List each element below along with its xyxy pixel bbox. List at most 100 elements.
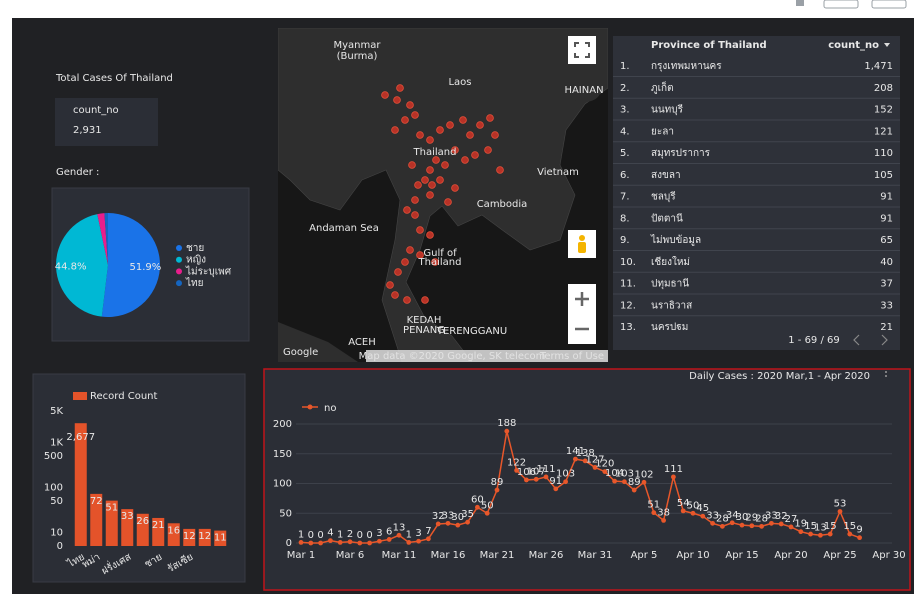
map-marker[interactable] xyxy=(436,176,444,184)
point xyxy=(759,523,764,529)
point xyxy=(475,504,480,510)
map-marker[interactable] xyxy=(436,126,444,134)
point-label: 38 xyxy=(657,507,670,518)
map-marker[interactable] xyxy=(446,121,454,129)
row-index: 4. xyxy=(620,126,630,137)
map-marker[interactable] xyxy=(381,91,389,99)
map-marker[interactable] xyxy=(408,161,416,169)
map-marker[interactable] xyxy=(461,156,469,164)
zoom-in[interactable] xyxy=(575,292,589,306)
map-marker[interactable] xyxy=(411,211,419,219)
map-marker[interactable] xyxy=(432,156,440,164)
map-marker[interactable] xyxy=(491,131,499,139)
map-marker[interactable] xyxy=(414,181,422,189)
x-tick-label: Apr 20 xyxy=(774,550,807,561)
bar xyxy=(167,523,180,546)
map-marker[interactable] xyxy=(416,226,424,234)
pagination-arrows[interactable] xyxy=(853,334,888,346)
point-label: 0 xyxy=(366,530,372,541)
map-marker[interactable] xyxy=(444,198,452,206)
map-marker[interactable] xyxy=(451,184,459,192)
map-marker[interactable] xyxy=(486,114,494,122)
y-tick-label: 50 xyxy=(279,508,292,519)
table-header[interactable]: count_no xyxy=(828,40,879,51)
province: ปัตตานี xyxy=(651,212,683,224)
map-label: Thailand xyxy=(418,257,462,268)
y-tick-label: 0 xyxy=(286,538,292,549)
map-marker[interactable] xyxy=(411,196,419,204)
x-tick-label: Mar 16 xyxy=(431,550,466,561)
map-label: Myanmar xyxy=(334,40,382,51)
fullscreen-button[interactable] xyxy=(568,36,596,64)
map-marker[interactable] xyxy=(476,121,484,129)
point-label: 0 xyxy=(357,530,363,541)
toolbar-icon[interactable] xyxy=(796,0,804,6)
map-marker[interactable] xyxy=(401,258,409,266)
map-marker[interactable] xyxy=(426,191,434,199)
menu-dot[interactable] xyxy=(885,375,887,377)
map-marker[interactable] xyxy=(441,161,449,169)
bar xyxy=(183,528,196,546)
point xyxy=(308,540,314,546)
map-marker[interactable] xyxy=(403,206,411,214)
map-marker[interactable] xyxy=(386,281,394,289)
toolbar-button[interactable] xyxy=(823,0,859,9)
sort-icon[interactable] xyxy=(884,43,890,47)
row-index: 7. xyxy=(620,192,630,203)
point xyxy=(592,465,598,470)
point xyxy=(357,540,363,546)
map-marker[interactable] xyxy=(416,131,424,139)
map-marker[interactable] xyxy=(391,291,399,299)
y-tick-label: 500 xyxy=(44,451,63,462)
map-marker[interactable] xyxy=(484,146,492,154)
map-marker[interactable] xyxy=(428,181,436,189)
point-label: 29 xyxy=(745,513,758,524)
map-marker[interactable] xyxy=(426,231,434,239)
point-label: 19 xyxy=(794,519,807,530)
map-marker[interactable] xyxy=(426,136,434,144)
map-marker[interactable] xyxy=(416,251,424,259)
map-marker[interactable] xyxy=(411,111,419,119)
pie-slice xyxy=(56,214,108,317)
map-marker[interactable] xyxy=(496,166,504,174)
map-marker[interactable] xyxy=(394,268,402,276)
point-label: 28 xyxy=(716,513,729,524)
map-marker[interactable] xyxy=(459,116,467,124)
point-label: 4 xyxy=(327,528,333,539)
point xyxy=(318,540,323,546)
row-index: 11. xyxy=(620,279,636,290)
bar xyxy=(152,517,165,546)
y-tick-label: 0 xyxy=(57,541,63,552)
map-marker[interactable] xyxy=(406,246,414,254)
point-label: 107 xyxy=(527,466,546,477)
map-marker[interactable] xyxy=(421,176,429,184)
point xyxy=(406,540,412,545)
map-label: Thailand xyxy=(413,147,457,158)
legend-swatch xyxy=(176,280,182,287)
map-marker[interactable] xyxy=(466,131,474,139)
map-marker[interactable] xyxy=(393,96,401,104)
legend-label: ไทย xyxy=(185,277,203,289)
scorecard xyxy=(55,98,158,146)
pie-label: 44.8% xyxy=(55,262,87,273)
map-marker[interactable] xyxy=(391,126,399,134)
row-index: 9. xyxy=(620,235,630,246)
map-marker[interactable] xyxy=(471,151,479,159)
menu-dot[interactable] xyxy=(885,371,887,373)
map-marker[interactable] xyxy=(396,84,404,92)
toolbar-button[interactable] xyxy=(871,0,907,9)
point-label: 28 xyxy=(755,513,768,524)
point xyxy=(455,522,461,528)
count: 65 xyxy=(880,235,893,246)
map-marker[interactable] xyxy=(421,296,429,304)
map-marker[interactable] xyxy=(451,146,459,154)
map-marker[interactable] xyxy=(403,296,411,304)
legend-swatch xyxy=(176,256,182,263)
map-marker[interactable] xyxy=(401,116,409,124)
map-marker[interactable] xyxy=(426,166,434,174)
map-marker[interactable] xyxy=(406,101,414,109)
map-marker[interactable] xyxy=(431,258,439,266)
point-label: 45 xyxy=(696,503,709,514)
